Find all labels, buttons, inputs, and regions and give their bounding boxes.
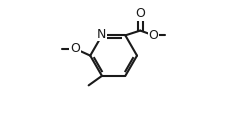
Text: O: O: [70, 42, 80, 55]
Text: O: O: [135, 7, 145, 20]
Text: O: O: [148, 29, 158, 42]
Text: N: N: [97, 28, 106, 41]
